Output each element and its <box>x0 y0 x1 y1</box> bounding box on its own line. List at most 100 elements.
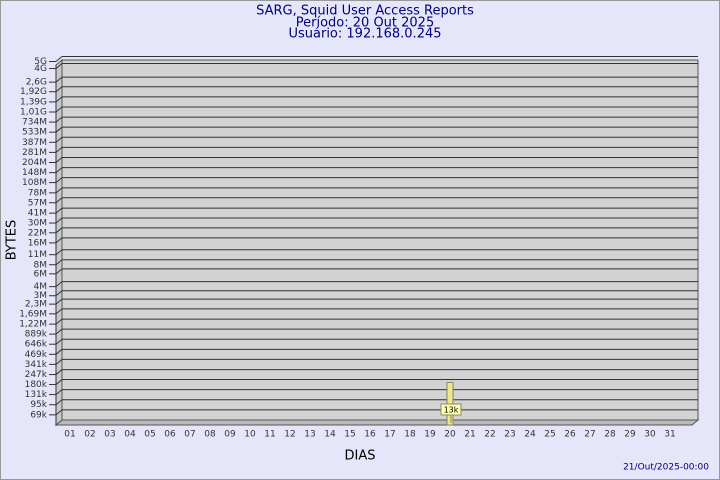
grid-line <box>55 167 63 174</box>
y-axis-label: BYTES <box>5 220 20 261</box>
x-tick-label: 03 <box>104 430 115 440</box>
grid-line <box>55 338 63 345</box>
y-tick-label: 247k <box>25 370 48 380</box>
grid-line <box>55 409 63 416</box>
grid-line <box>55 237 63 244</box>
grid-line <box>55 126 63 133</box>
y-tick-label: 734M <box>22 118 47 128</box>
grid-line <box>55 268 63 275</box>
grid-line <box>55 177 63 183</box>
x-tick-label: 14 <box>324 430 336 440</box>
x-tick-label: 15 <box>344 430 355 440</box>
x-axis-label: DIAS <box>345 449 376 464</box>
y-tick-label: 2,3M <box>25 300 47 310</box>
grid-line <box>55 290 63 297</box>
x-tick-label: 11 <box>264 430 275 440</box>
x-tick-label: 27 <box>584 430 595 440</box>
y-tick-label: 148M <box>22 168 47 178</box>
x-tick-label: 01 <box>64 430 75 440</box>
y-tick-label: 4M <box>34 282 48 292</box>
y-tick-label: 78M <box>28 188 47 198</box>
x-tick-label: 19 <box>424 430 436 440</box>
subtitle: Usuário: 192.168.0.245 <box>288 27 441 42</box>
grid-line <box>55 298 63 305</box>
y-tick-label: 1,39G <box>20 97 47 107</box>
x-tick-label: 23 <box>504 430 515 440</box>
y-tick-label: 30M <box>28 219 47 229</box>
x-tick-label: 21 <box>464 430 475 440</box>
x-tick-label: 28 <box>604 430 616 440</box>
y-tick-label: 22M <box>28 228 47 238</box>
y-tick-label: 131k <box>25 390 48 400</box>
footer: 21/Out/2025-00:00 <box>623 463 709 473</box>
y-tick-label: 16M <box>28 238 47 248</box>
y-tick-label: 387M <box>22 138 47 148</box>
x-tick-label: 04 <box>124 430 136 440</box>
y-tick-label: 108M <box>22 178 47 188</box>
grid-line <box>55 147 63 153</box>
y-tick-label: 4G <box>34 64 47 74</box>
y-tick-label: 5G <box>34 57 47 67</box>
grid-line <box>55 389 63 395</box>
grid-line <box>55 379 63 385</box>
x-tick-label: 05 <box>144 430 155 440</box>
y-tick-label: 69k <box>30 410 47 420</box>
x-tick-label: 06 <box>164 430 176 440</box>
y-tick-label: 281M <box>22 148 47 158</box>
x-tick-label: 20 <box>444 430 456 440</box>
x-tick-label: 26 <box>564 430 576 440</box>
y-tick-label: 533M <box>22 128 47 138</box>
y-tick-label: 204M <box>22 158 47 168</box>
x-tick-label: 02 <box>84 430 95 440</box>
grid-line <box>55 56 63 62</box>
grid-line <box>55 197 63 204</box>
grid-line <box>55 399 63 406</box>
y-tick-label: 41M <box>28 209 47 219</box>
x-tick-label: 10 <box>244 430 256 440</box>
x-tick-label: 22 <box>484 430 495 440</box>
grid-line <box>55 348 63 355</box>
grid-line <box>55 116 63 123</box>
y-tick-label: 1,22M <box>19 320 47 330</box>
x-tick-label: 29 <box>624 430 636 440</box>
grid-line <box>55 187 63 194</box>
y-tick-label: 6M <box>34 269 48 279</box>
grid-line <box>55 308 63 315</box>
grid-line <box>55 63 63 69</box>
x-tick-label: 16 <box>364 430 376 440</box>
grid-line <box>55 207 63 214</box>
x-tick-label: 12 <box>284 430 295 440</box>
grid-line <box>55 96 63 103</box>
x-tick-label: 25 <box>544 430 555 440</box>
x-tick-label: 17 <box>384 430 395 440</box>
y-tick-label: 11M <box>28 250 47 260</box>
x-tick-label: 30 <box>644 430 656 440</box>
y-tick-label: 180k <box>25 380 48 390</box>
x-tick-label: 13 <box>304 430 315 440</box>
subtitle: Período: 20 Out 2025 <box>296 16 434 31</box>
data-label: 13k <box>444 406 459 415</box>
y-tick-label: 1,01G <box>20 108 47 118</box>
grid-line <box>55 136 63 143</box>
y-tick-label: 57M <box>28 198 47 208</box>
x-tick-label: 31 <box>664 430 675 440</box>
y-tick-label: 95k <box>30 400 47 410</box>
plot-wall <box>61 59 699 421</box>
y-tick-label: 1,92G <box>20 87 47 97</box>
grid-line <box>55 106 63 113</box>
y-tick-label: 3M <box>34 291 48 301</box>
x-tick-label: 07 <box>184 430 195 440</box>
y-tick-label: 646k <box>25 340 48 350</box>
grid-line <box>55 157 63 163</box>
grid-line <box>55 86 63 93</box>
y-tick-label: 8M <box>34 260 48 270</box>
grid-line <box>55 76 63 83</box>
y-tick-label: 341k <box>25 360 48 370</box>
grid-line <box>55 358 63 365</box>
y-tick-label: 2,6G <box>26 78 47 88</box>
grid-line <box>55 227 63 234</box>
grid-line <box>55 328 63 335</box>
y-tick-label: 469k <box>25 350 48 360</box>
grid-line <box>55 281 63 288</box>
